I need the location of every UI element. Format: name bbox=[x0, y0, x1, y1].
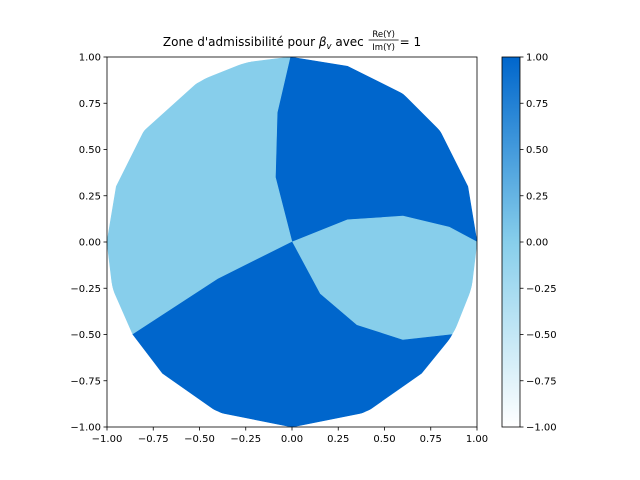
y-tick-label: −0.25 bbox=[70, 284, 101, 295]
x-tick-label: 0.75 bbox=[420, 434, 442, 445]
colorbar-axis: −1.00 −0.75 −0.50 −0.25 0.00 0.25 0.50 0.75 1.00 bbox=[520, 53, 557, 434]
colorbar-tick-label: −1.00 bbox=[526, 423, 557, 434]
colorbar-tick-label: 0.50 bbox=[526, 145, 548, 156]
x-tick-label: 0.25 bbox=[327, 434, 349, 445]
regions bbox=[107, 57, 477, 427]
x-tick-label: 0.00 bbox=[281, 434, 303, 445]
colorbar-tick-label: 0.25 bbox=[526, 191, 548, 202]
region-upper-right bbox=[275, 57, 477, 243]
chart-title: Zone d'admissibilité pour βv avec = 1 bbox=[163, 35, 421, 52]
x-tick-label: 0.50 bbox=[373, 434, 395, 445]
x-axis: −1.00 −0.75 −0.50 −0.25 0.00 0.25 0.50 0.75 1.00 bbox=[92, 427, 488, 445]
x-tick-label: −0.25 bbox=[230, 434, 261, 445]
colorbar bbox=[501, 56, 521, 428]
y-tick-label: 0.25 bbox=[79, 191, 101, 202]
x-tick-label: −1.00 bbox=[92, 434, 123, 445]
colorbar-tick-label: 0.00 bbox=[526, 238, 548, 249]
colorbar-tick-label: −0.50 bbox=[526, 330, 557, 341]
fraction-numerator: Re(Y) bbox=[372, 30, 395, 40]
y-tick-label: −1.00 bbox=[70, 423, 101, 434]
colorbar-tick-label: 0.75 bbox=[526, 99, 548, 110]
x-tick-label: −0.50 bbox=[184, 434, 215, 445]
x-tick-label: −0.75 bbox=[138, 434, 169, 445]
colorbar-tick-label: −0.75 bbox=[526, 376, 557, 387]
colorbar-tick-label: 1.00 bbox=[526, 53, 548, 64]
x-tick-label: 1.00 bbox=[466, 434, 488, 445]
y-tick-label: 0.75 bbox=[79, 99, 101, 110]
y-axis: −1.00 −0.75 −0.50 −0.25 0.00 0.25 0.50 0.75 1.00 bbox=[70, 53, 107, 434]
title-fraction: Re(Y) Im(Y) bbox=[368, 30, 399, 53]
colorbar-tick-label: −0.25 bbox=[526, 284, 557, 295]
y-tick-label: 1.00 bbox=[79, 53, 101, 64]
y-tick-label: 0.00 bbox=[79, 238, 101, 249]
y-tick-label: −0.50 bbox=[70, 330, 101, 341]
y-tick-label: 0.50 bbox=[79, 145, 101, 156]
y-tick-label: −0.75 bbox=[70, 376, 101, 387]
fraction-denominator: Im(Y) bbox=[372, 43, 395, 53]
